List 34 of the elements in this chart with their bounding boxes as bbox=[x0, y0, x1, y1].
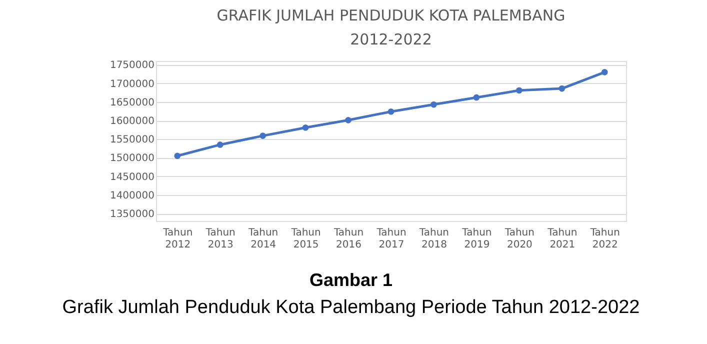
point bbox=[430, 101, 437, 108]
x-tick-label: Tahun 2014 bbox=[248, 228, 278, 250]
point bbox=[216, 142, 224, 148]
point bbox=[260, 132, 266, 139]
y-tick-label: 1400000 bbox=[110, 190, 154, 202]
point bbox=[601, 69, 608, 76]
x-tick-label: Tahun 2016 bbox=[332, 228, 364, 250]
x-tick-label: Tahun 2021 bbox=[546, 228, 578, 250]
point bbox=[302, 124, 309, 131]
text: Gambar 1 bbox=[309, 270, 393, 290]
y-tick-label: 1700000 bbox=[110, 78, 154, 90]
x-tick-label: Tahun 2017 bbox=[376, 228, 406, 250]
text: Grafik Jumlah Penduduk Kota Palembang Periode Tahun 2012-2022 bbox=[62, 297, 640, 318]
point bbox=[473, 94, 480, 101]
point bbox=[388, 108, 394, 115]
y-tick-label: 1350000 bbox=[110, 209, 154, 220]
y-tick-label: 1750000 bbox=[110, 60, 154, 72]
x-tick-label: Tahun 2020 bbox=[504, 228, 534, 250]
y-tick-label: 1550000 bbox=[110, 134, 154, 146]
chart-title: GRAFIK JUMLAH PENDUDUK KOTA PALEMBANG 2012-2022 bbox=[216, 6, 566, 49]
y-tick-label: 1450000 bbox=[110, 172, 154, 183]
y-tick-label: 1650000 bbox=[110, 97, 154, 108]
y-tick-label: 1600000 bbox=[110, 116, 154, 128]
point bbox=[345, 117, 352, 124]
point bbox=[558, 85, 566, 92]
x-tick-label: Tahun 2015 bbox=[290, 228, 321, 250]
x-tick-label: Tahun 2019 bbox=[461, 228, 492, 250]
x-tick-label: Tahun 2013 bbox=[204, 228, 236, 250]
x-tick-label: Tahun 2022 bbox=[589, 228, 620, 250]
x-tick-label: Tahun 2018 bbox=[418, 228, 450, 250]
point bbox=[174, 152, 181, 160]
point bbox=[516, 87, 522, 94]
x-tick-label: Tahun 2012 bbox=[162, 228, 193, 250]
y-tick-label: 1500000 bbox=[110, 153, 154, 164]
